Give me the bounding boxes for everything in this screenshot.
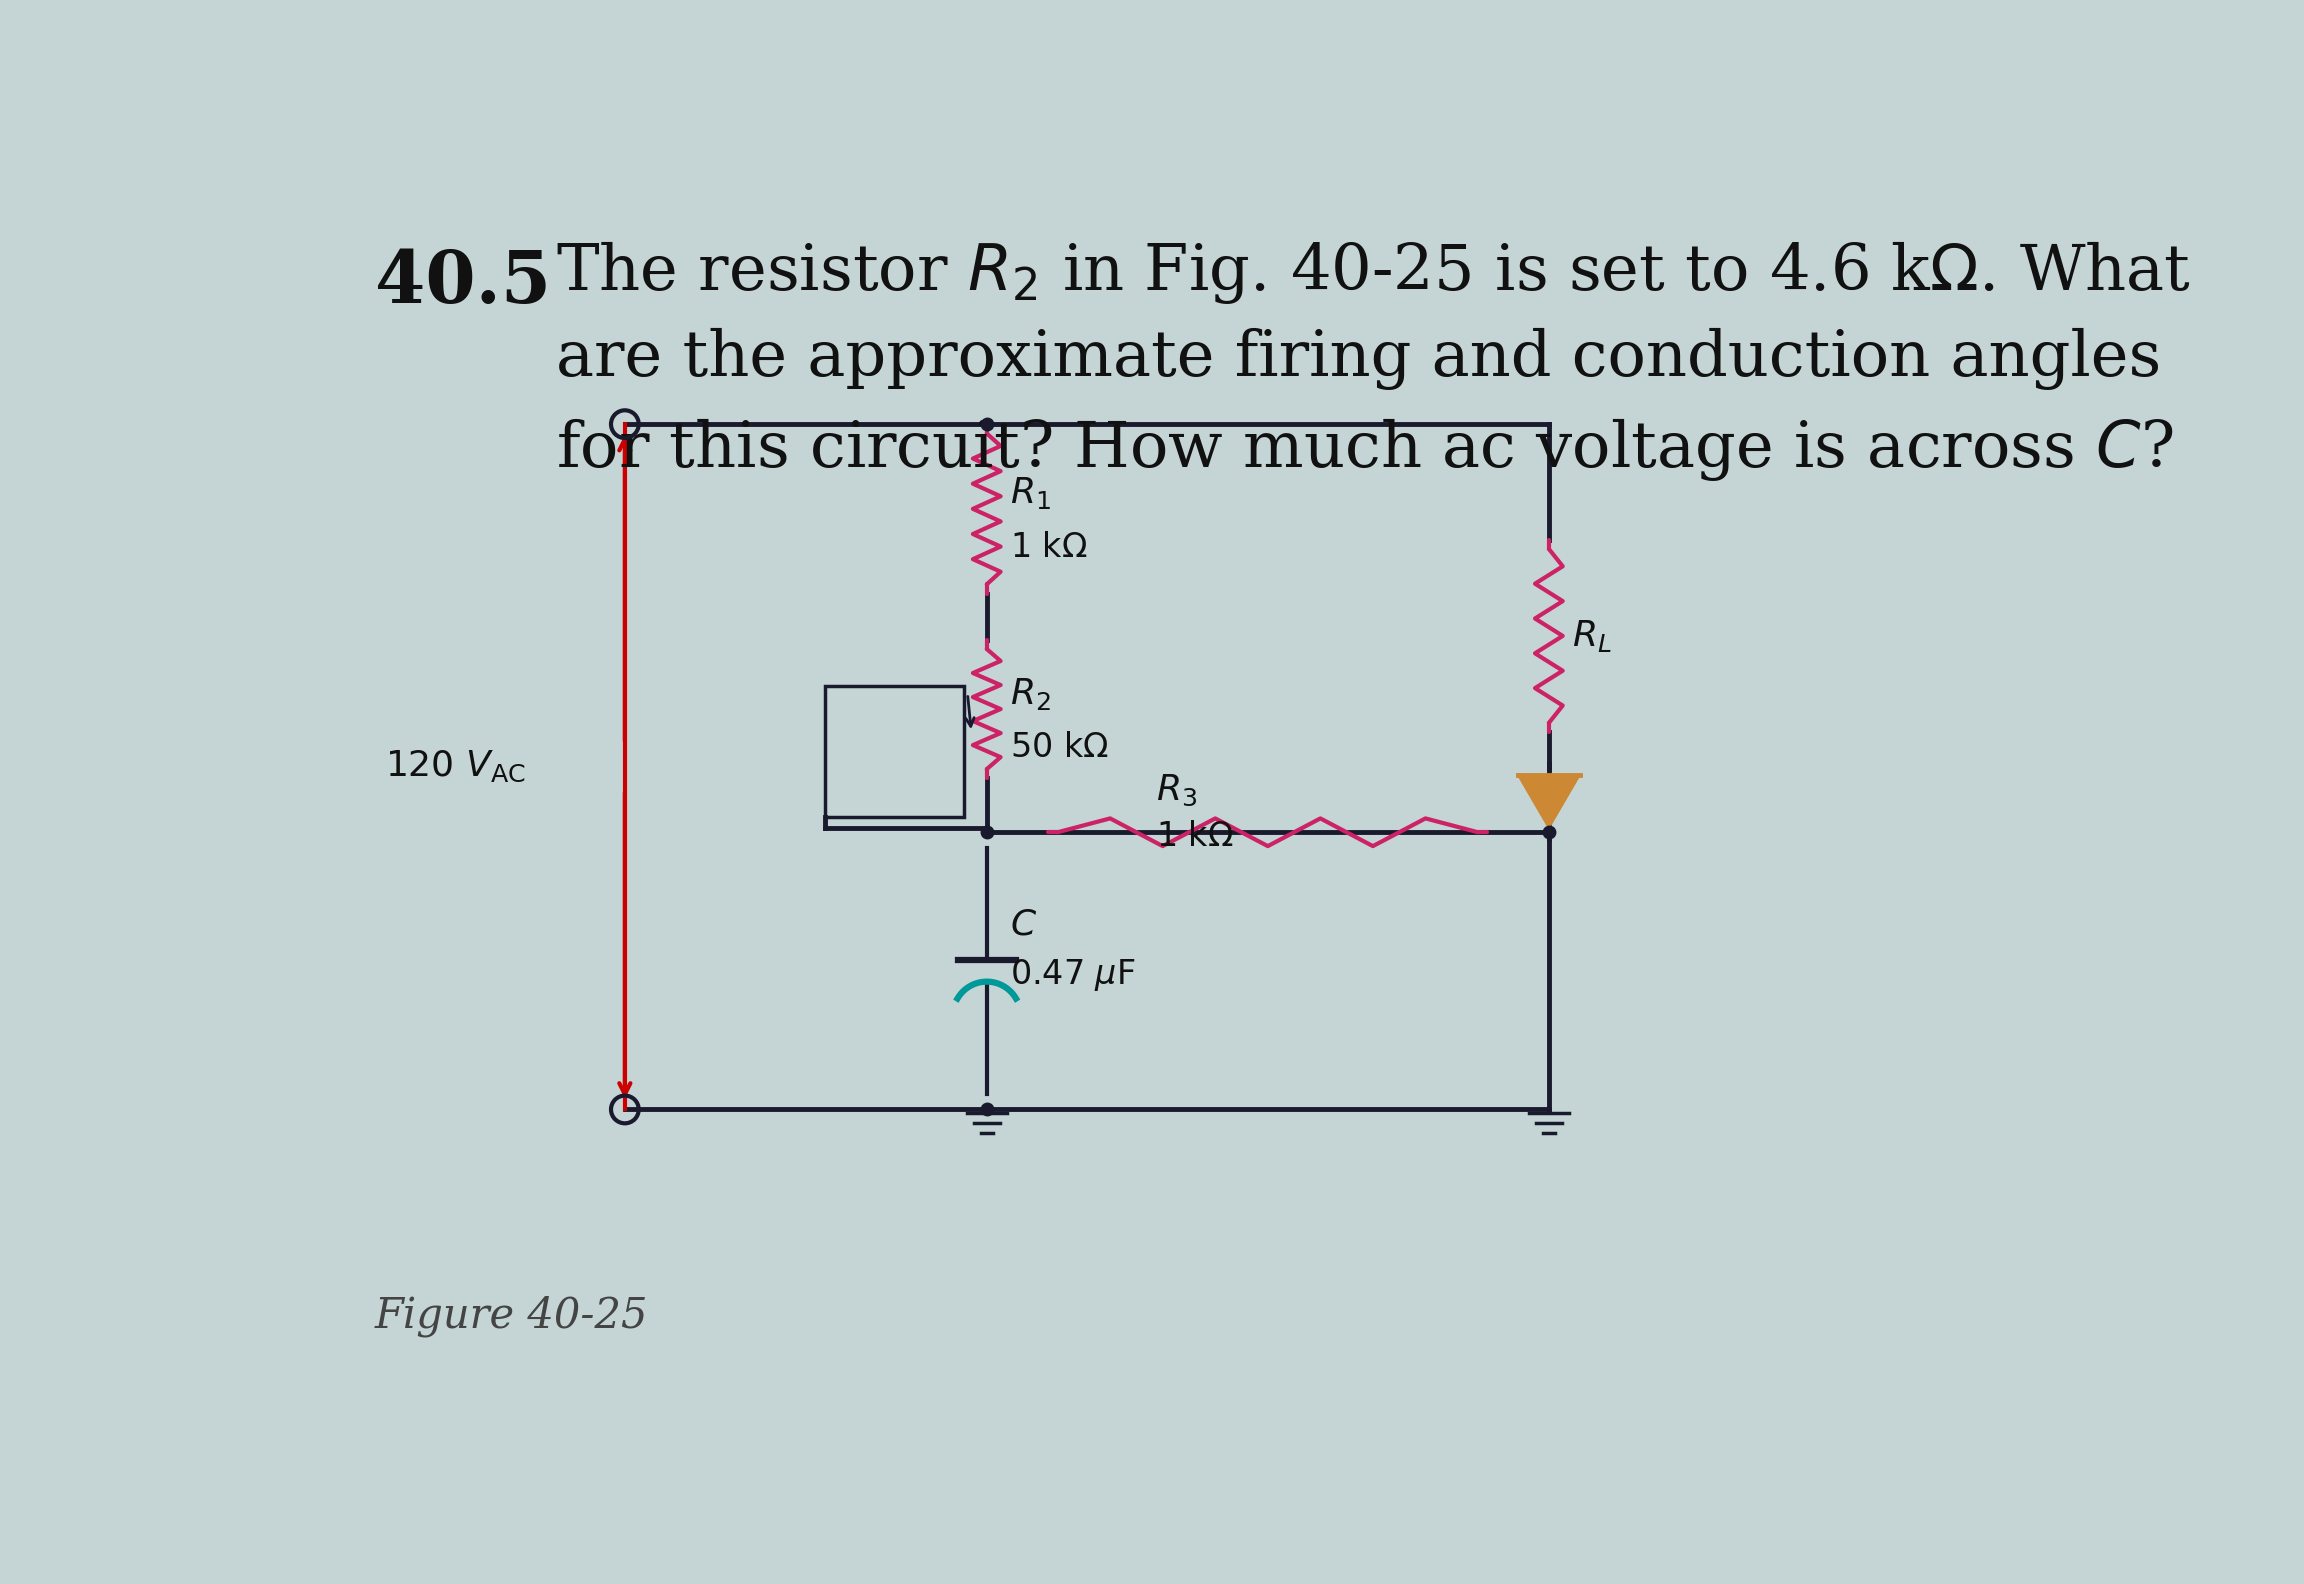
Polygon shape bbox=[1518, 775, 1581, 828]
Text: 120 $V_{\rm AC}$: 120 $V_{\rm AC}$ bbox=[385, 749, 525, 784]
Text: $C$: $C$ bbox=[1009, 908, 1037, 941]
Text: 40.5: 40.5 bbox=[376, 247, 551, 318]
Text: The resistor $R_2$ in Fig. 40-25 is set to 4.6 k$\Omega$. What: The resistor $R_2$ in Fig. 40-25 is set … bbox=[555, 239, 2191, 306]
Bar bbox=[825, 686, 963, 817]
Text: $R_1$: $R_1$ bbox=[1009, 475, 1051, 512]
Text: $R_3$: $R_3$ bbox=[1157, 773, 1198, 808]
Text: 1 k$\Omega$: 1 k$\Omega$ bbox=[1157, 819, 1233, 852]
Text: 1 k$\Omega$: 1 k$\Omega$ bbox=[1009, 531, 1087, 564]
Text: 50 k$\Omega$: 50 k$\Omega$ bbox=[1009, 732, 1108, 763]
Text: for this circuit? How much ac voltage is across $C$?: for this circuit? How much ac voltage is… bbox=[555, 417, 2173, 483]
Text: $R_L$: $R_L$ bbox=[1571, 618, 1610, 654]
Text: $R_2$: $R_2$ bbox=[1009, 676, 1051, 711]
Text: are the approximate firing and conduction angles: are the approximate firing and conductio… bbox=[555, 328, 2161, 390]
Text: 0.47 $\mu$F: 0.47 $\mu$F bbox=[1009, 957, 1136, 993]
Text: Figure 40-25: Figure 40-25 bbox=[376, 1294, 647, 1337]
